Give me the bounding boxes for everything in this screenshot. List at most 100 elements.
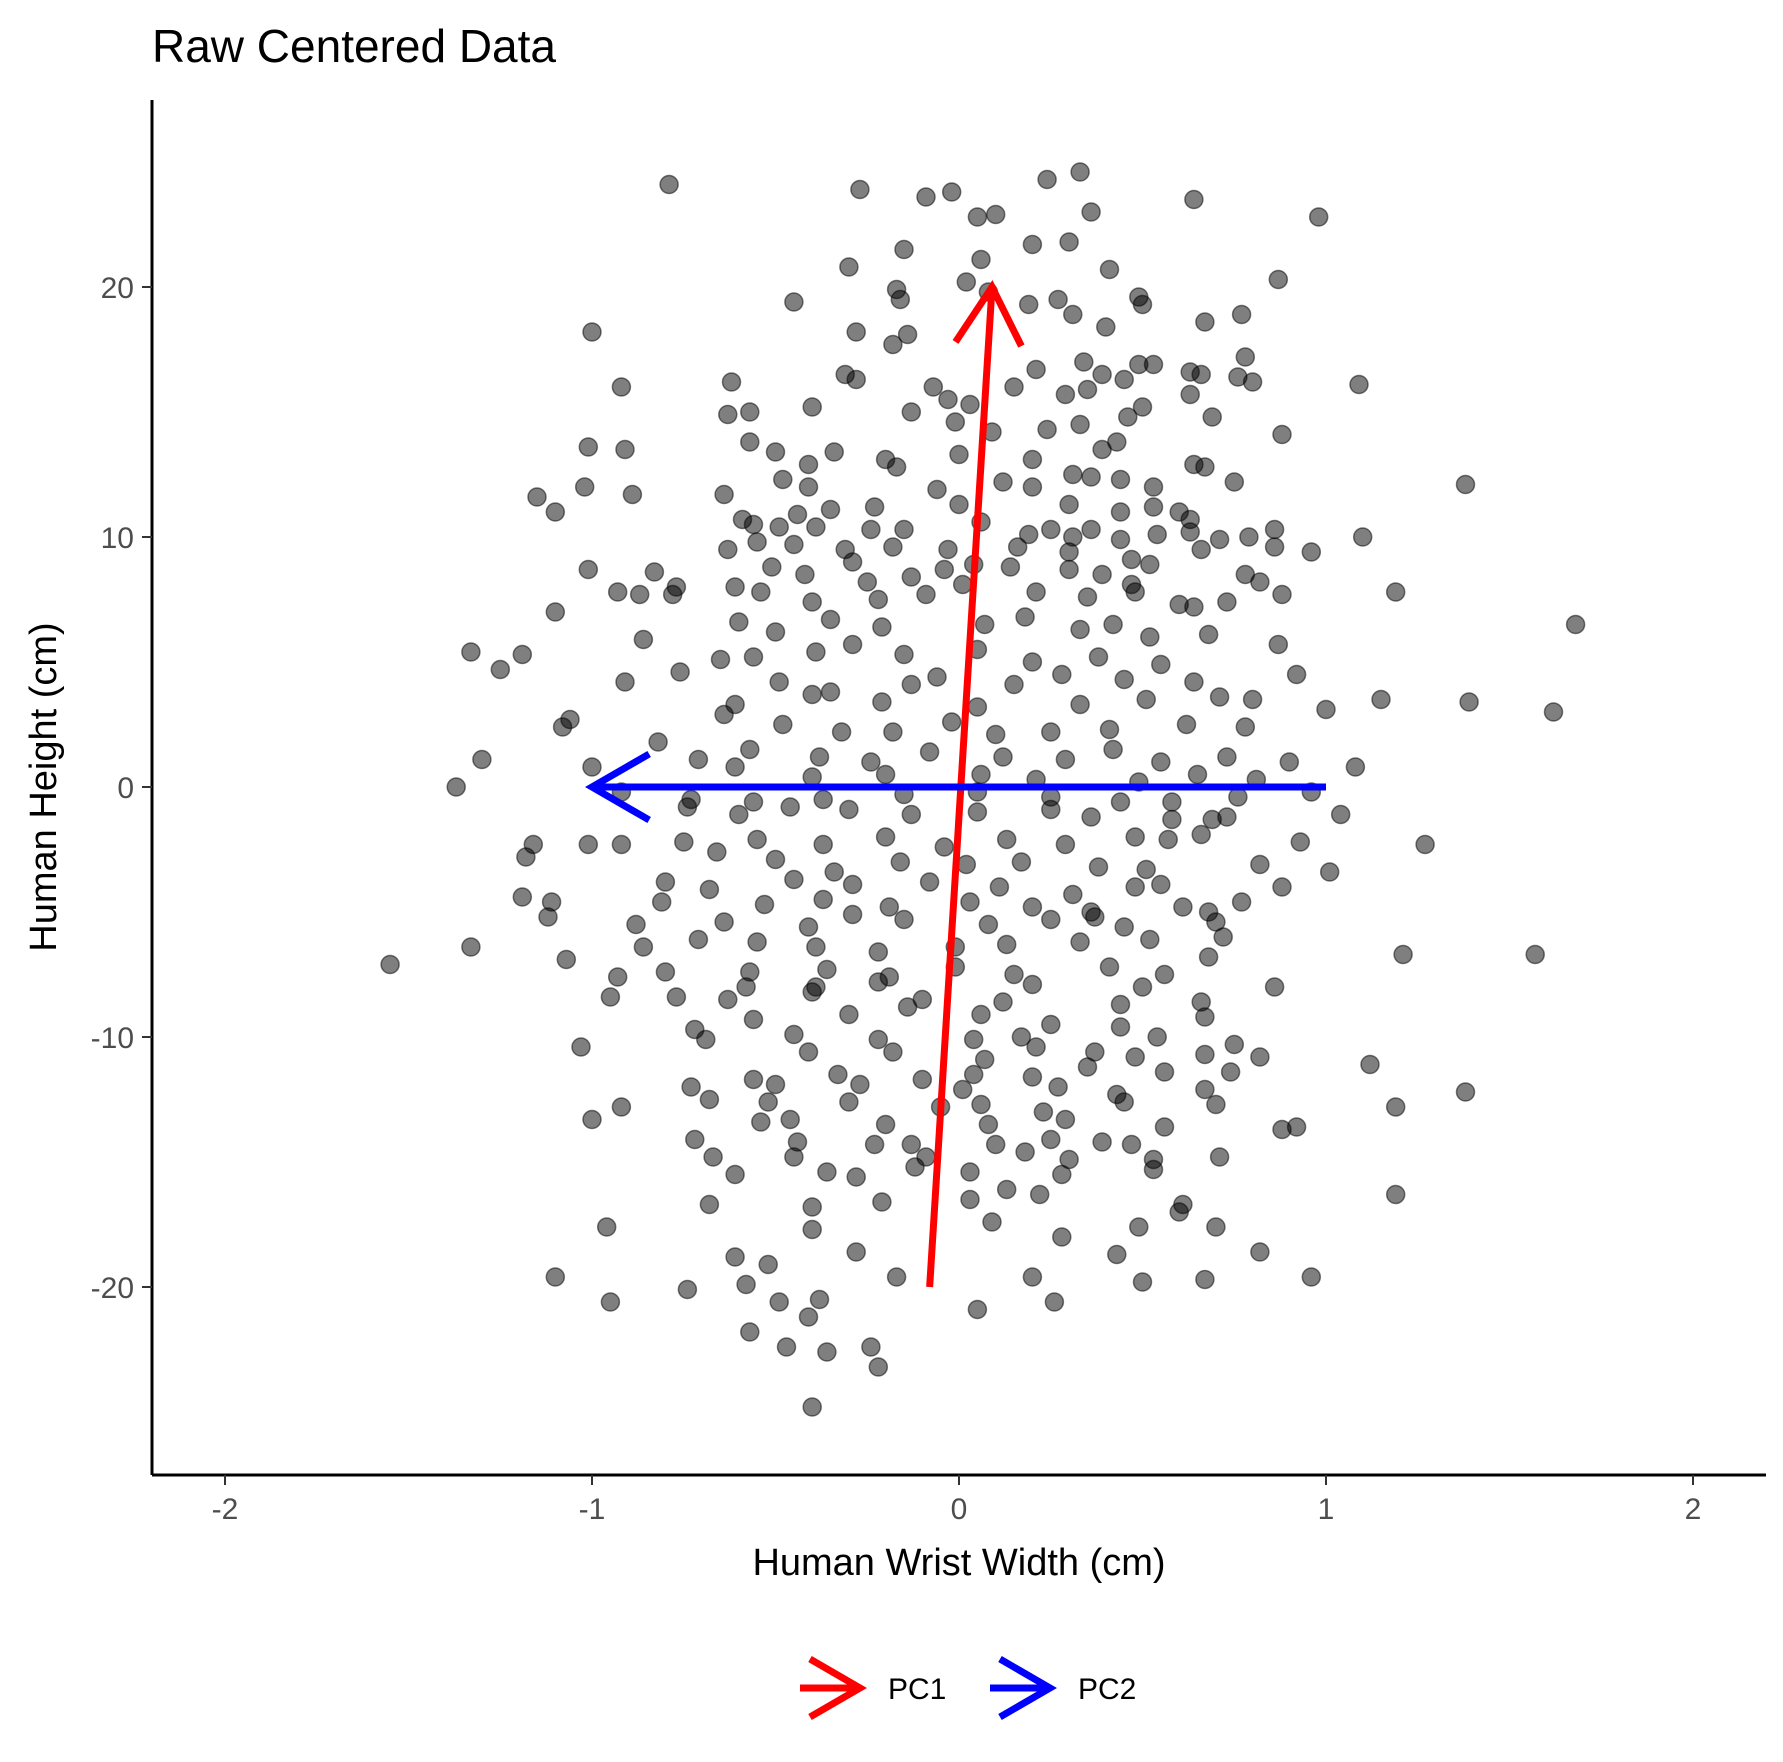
scatter-point (1543, 702, 1564, 722)
scatter-point (1158, 829, 1178, 850)
scatter-point (784, 292, 804, 312)
scatter-point (762, 557, 782, 577)
scatter-point (1048, 1077, 1068, 1097)
scatter-point (1147, 1027, 1167, 1047)
scatter-point (813, 889, 833, 910)
x-ticks: -2 -1 0 1 2 (212, 1475, 1701, 1526)
scatter-point (1041, 519, 1061, 540)
scatter-point (718, 539, 738, 560)
scatter-point (960, 1189, 980, 1210)
scatter-point (626, 914, 646, 935)
scatter-point (872, 617, 892, 637)
scatter-point (747, 932, 767, 952)
arrows-layer (585, 280, 1326, 1288)
scatter-point (1195, 1007, 1215, 1027)
scatter-point (894, 909, 914, 930)
scatter-point (765, 442, 786, 462)
scatter-point (578, 559, 599, 580)
scatter-point (846, 322, 866, 342)
scatter-point (578, 834, 599, 855)
scatter-point (1195, 1044, 1215, 1065)
scatter-point (582, 322, 602, 342)
scatter-point (993, 472, 1013, 492)
scatter-point (1110, 529, 1131, 550)
scatter-point (1081, 202, 1101, 222)
scatter-point (1026, 359, 1046, 380)
scatter-point (780, 797, 800, 817)
scatter-point (1202, 407, 1222, 427)
scatter-point (1224, 472, 1245, 492)
scatter-point (971, 764, 991, 785)
scatter-point (864, 497, 885, 517)
scatter-point (1224, 1034, 1245, 1055)
scatter-point (1286, 1117, 1307, 1137)
scatter-point (868, 1357, 889, 1377)
scatter-point (380, 954, 400, 975)
scatter-point (1316, 699, 1336, 720)
scatter-point (1125, 877, 1145, 897)
scatter-point (831, 722, 852, 742)
scatter-point (1081, 519, 1101, 540)
scatter-point (1385, 1097, 1406, 1117)
scatter-point (850, 179, 870, 200)
scatter-point (1151, 752, 1171, 772)
scatter-point (1096, 317, 1116, 337)
y-tick-label: 20 (101, 272, 134, 305)
scatter-point (916, 187, 936, 207)
scatter-point (1231, 304, 1252, 325)
scatter-point (916, 584, 936, 605)
scatter-point (861, 519, 881, 540)
scatter-point (1187, 764, 1208, 785)
scatter-point (1250, 1242, 1270, 1262)
scatter-point (1272, 877, 1292, 897)
scatter-point (1063, 464, 1083, 485)
scatter-point (1143, 1159, 1164, 1180)
scatter-point (1198, 624, 1219, 645)
scatter-point (1092, 1132, 1112, 1152)
scatter-point (1114, 669, 1134, 690)
scatter-point (1103, 614, 1123, 635)
scatter-point (1195, 1269, 1215, 1290)
scatter-point (776, 1337, 797, 1357)
scatter-point (1055, 834, 1076, 855)
scatter-point (1088, 857, 1109, 877)
scatter-point (1268, 634, 1289, 655)
scatter-point (905, 1157, 925, 1177)
scatter-point (1184, 672, 1204, 692)
scatter-point (802, 767, 822, 787)
scatter-point (993, 992, 1013, 1012)
scatter-point (1217, 592, 1237, 612)
scatter-point (883, 1042, 903, 1062)
scatter-point (743, 514, 764, 535)
scatter-point (949, 444, 969, 465)
scatter-point (1176, 714, 1197, 735)
scatter-point (1140, 929, 1160, 950)
scatter-point (688, 749, 709, 770)
scatter-point (754, 894, 775, 915)
scatter-point (1018, 524, 1039, 545)
scatter-point (1077, 379, 1098, 400)
scatter-point (1308, 207, 1329, 227)
scatter-point (1037, 169, 1057, 190)
scatter-point (1059, 542, 1079, 562)
scatter-point (1121, 1134, 1142, 1155)
scatter-point (1151, 874, 1171, 895)
scatter-point (802, 684, 822, 705)
scatter-point (688, 929, 709, 950)
scatter-point (1070, 619, 1090, 640)
scatter-point (938, 539, 958, 560)
scatter-point (1000, 557, 1021, 577)
scatter-point (1140, 554, 1160, 575)
scatter-point (1180, 522, 1200, 542)
scatter-point (1110, 994, 1131, 1015)
scatter-point (1088, 647, 1109, 667)
scatter-point (1022, 449, 1043, 470)
arrowhead-pc1 (952, 280, 1025, 348)
scatter-point (1037, 419, 1057, 440)
scatter-point (919, 872, 940, 892)
scatter-point (886, 1267, 907, 1287)
scatter-point (1286, 664, 1307, 685)
scatter-point (1213, 927, 1233, 947)
scatter-point (806, 517, 826, 537)
scatter-point (743, 1009, 764, 1030)
